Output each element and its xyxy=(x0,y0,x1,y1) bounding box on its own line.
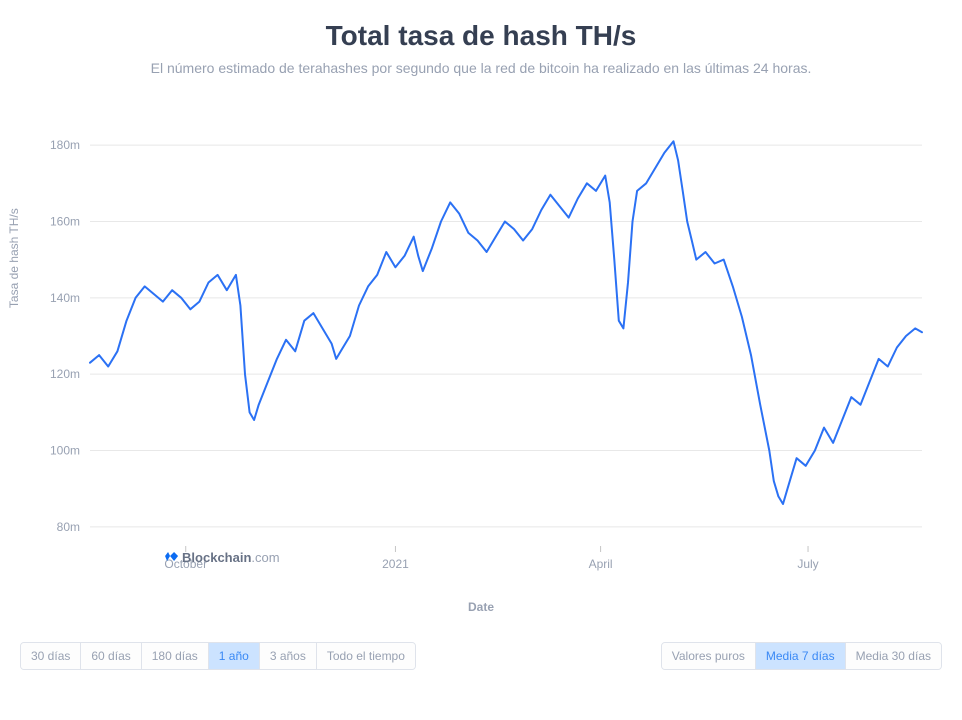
svg-text:100m: 100m xyxy=(50,444,80,458)
svg-text:180m: 180m xyxy=(50,138,80,152)
smoothing-group: Valores purosMedia 7 díasMedia 30 días xyxy=(661,642,942,670)
svg-text:2021: 2021 xyxy=(382,557,409,571)
time-range-button-0[interactable]: 30 días xyxy=(21,643,81,669)
svg-text:Blockchain.com: Blockchain.com xyxy=(182,550,280,565)
hashrate-line-chart: 80m100m120m140m160m180mOctober2021AprilJ… xyxy=(20,106,942,596)
svg-text:140m: 140m xyxy=(50,291,80,305)
time-range-button-5[interactable]: Todo el tiempo xyxy=(317,643,415,669)
svg-text:80m: 80m xyxy=(57,520,80,534)
svg-text:July: July xyxy=(797,557,818,571)
time-range-button-4[interactable]: 3 años xyxy=(260,643,317,669)
x-axis-label: Date xyxy=(20,600,942,614)
y-axis-label: Tasa de hash TH/s xyxy=(7,208,21,308)
smoothing-button-2[interactable]: Media 30 días xyxy=(846,643,941,669)
time-range-button-1[interactable]: 60 días xyxy=(81,643,141,669)
smoothing-button-0[interactable]: Valores puros xyxy=(662,643,756,669)
smoothing-button-1[interactable]: Media 7 días xyxy=(756,643,846,669)
chart-subtitle: El número estimado de terahashes por seg… xyxy=(20,60,942,76)
svg-text:120m: 120m xyxy=(50,367,80,381)
svg-text:160m: 160m xyxy=(50,214,80,228)
plot-area: Tasa de hash TH/s 80m100m120m140m160m180… xyxy=(20,106,942,596)
time-range-group: 30 días60 días180 días1 año3 añosTodo el… xyxy=(20,642,416,670)
time-range-button-3[interactable]: 1 año xyxy=(209,643,260,669)
chart-title: Total tasa de hash TH/s xyxy=(20,20,942,52)
svg-text:April: April xyxy=(589,557,613,571)
time-range-button-2[interactable]: 180 días xyxy=(142,643,209,669)
